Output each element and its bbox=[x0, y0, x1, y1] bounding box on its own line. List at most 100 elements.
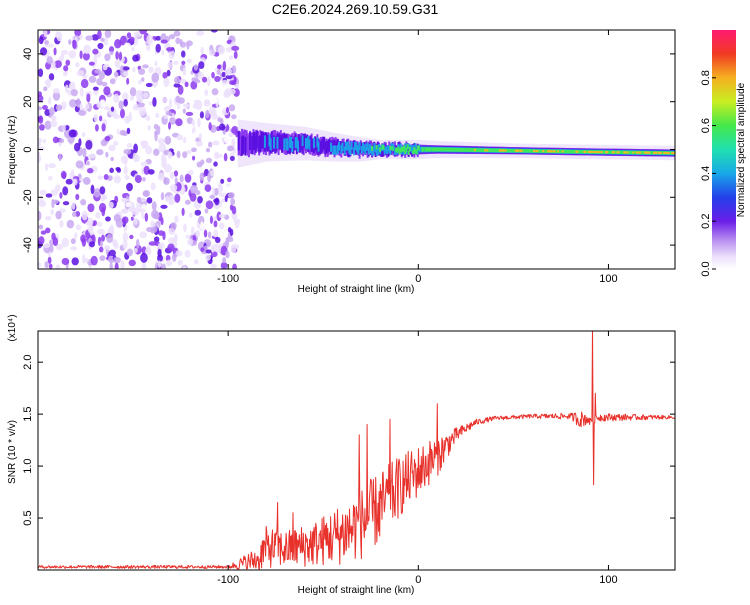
spectrogram-ridge-cell bbox=[628, 150, 631, 155]
spectrogram-noise-cell bbox=[62, 186, 69, 196]
spectrogram-ridge-cell bbox=[352, 140, 355, 151]
colorbar-axis: 0.0 0.2 0.4 0.6 0.8 bbox=[700, 70, 716, 277]
spectrogram-noise-cell bbox=[229, 80, 237, 86]
spectrogram-ridge-cell bbox=[346, 142, 349, 151]
spectrogram-ridge-cell bbox=[530, 149, 533, 153]
spectrogram-ridge-cell bbox=[600, 151, 603, 154]
spectrogram-noise-cell bbox=[168, 200, 173, 206]
spectrogram-ridge-cell bbox=[340, 144, 343, 154]
spectrogram-ridge-cell bbox=[403, 145, 406, 150]
x-tick-label: 0 bbox=[415, 574, 421, 586]
spectrogram-noise-cell bbox=[106, 233, 114, 243]
spectrogram-ridge-cell bbox=[366, 142, 369, 151]
spectrogram-noise-cell bbox=[161, 157, 167, 167]
spectrogram-noise-cell bbox=[128, 259, 136, 267]
spectrogram-ridge-cell bbox=[525, 149, 528, 153]
spectrogram-ridge-cell bbox=[408, 146, 411, 152]
spectrogram-heatmap bbox=[38, 30, 675, 269]
spectrogram-ridge-cell bbox=[555, 149, 558, 154]
spectrogram-noise-cell bbox=[92, 86, 99, 91]
spectrogram-noise-cell bbox=[131, 189, 136, 200]
spectrogram-noise-cell bbox=[38, 142, 42, 147]
spectrogram-ridge-cell bbox=[574, 150, 577, 154]
spectrogram-noise-cell bbox=[223, 152, 228, 162]
spectrogram-noise-cell bbox=[43, 86, 48, 92]
spectrogram-ridge-cell bbox=[489, 148, 492, 153]
spectrogram-noise-cell bbox=[68, 39, 72, 45]
spectrogram-ridge-cell bbox=[533, 150, 536, 153]
spectrogram-noise-cell bbox=[129, 36, 135, 43]
spectrogram-ridge-cell bbox=[336, 145, 339, 154]
spectrogram-ridge-cell bbox=[659, 151, 662, 154]
spectrogram-noise-cell bbox=[189, 184, 198, 194]
spectrogram-ridge-cell bbox=[591, 150, 594, 154]
spectrogram-noise-cell bbox=[198, 61, 205, 69]
spectrogram-ridge-cell bbox=[664, 151, 667, 154]
spectrogram-noise-cell bbox=[220, 261, 228, 269]
spectrogram-ridge-cell bbox=[292, 139, 295, 154]
spectrogram-ridge-cell bbox=[273, 136, 276, 149]
spectrogram-noise-cell bbox=[184, 199, 191, 205]
spectrogram-noise-cell bbox=[195, 229, 200, 238]
x-tick-label: 100 bbox=[599, 574, 617, 586]
spectrogram-ridge-cell bbox=[519, 149, 522, 152]
spectrogram-ridge-cell bbox=[415, 149, 418, 155]
spectrogram-ridge-cell bbox=[404, 143, 407, 150]
spectrogram-noise-cell bbox=[192, 103, 199, 109]
spectrogram-ridge-cell bbox=[416, 145, 419, 150]
spectrogram-ridge-cell bbox=[456, 147, 459, 152]
spectrogram-ridge-cell bbox=[590, 150, 593, 153]
spectrogram-ridge-cell bbox=[672, 152, 675, 155]
spectrogram-noise-cell bbox=[60, 119, 69, 127]
spectrogram-noise-cell bbox=[107, 175, 113, 181]
spectrogram-noise-cell bbox=[92, 48, 99, 55]
spectrogram-noise-cell bbox=[153, 236, 160, 243]
spectrogram-noise-cell bbox=[142, 92, 149, 99]
spectrogram-noise-cell bbox=[59, 192, 63, 199]
y-tick-label: -20 bbox=[22, 189, 34, 205]
spectrogram-noise-cell bbox=[85, 103, 90, 110]
spectrogram-ridge-cell bbox=[376, 142, 379, 151]
x-tick-label: 100 bbox=[599, 273, 617, 285]
spectrogram-ridge-cell bbox=[543, 149, 546, 153]
spectrogram-ridge-cell bbox=[333, 145, 336, 155]
spectrogram-noise-cell bbox=[222, 257, 227, 264]
spectrogram-noise-cell bbox=[225, 239, 230, 248]
spectrogram-noise-cell bbox=[217, 45, 226, 55]
spectrogram-ridge-cell bbox=[276, 136, 279, 149]
spectrogram-ridge-cell bbox=[517, 149, 520, 152]
spectrogram-ridge-cell bbox=[395, 147, 398, 152]
spectrogram-noise-cell bbox=[63, 65, 69, 72]
spectrogram-ridge-cell bbox=[377, 144, 380, 151]
spectrogram-ridge-cell bbox=[370, 140, 373, 152]
spectrogram-ridge-cell bbox=[625, 150, 628, 155]
spectrogram-noise-cell bbox=[197, 117, 201, 128]
spectrogram-ridge-cell bbox=[299, 138, 302, 153]
spectrogram-noise-cell bbox=[48, 96, 52, 105]
spectrogram-ridge-cell bbox=[309, 135, 312, 149]
spectrogram-noise-cell bbox=[76, 98, 81, 108]
spectrogram-noise-cell bbox=[75, 193, 80, 201]
spectrogram-ridge-cell bbox=[492, 148, 495, 153]
spectrogram-noise-cell bbox=[59, 220, 64, 228]
spectrogram-noise-cell bbox=[168, 49, 175, 60]
spectrogram-noise-cell bbox=[97, 42, 104, 50]
spectrogram-ridge-cell bbox=[336, 138, 339, 151]
spectrogram-noise-cell bbox=[125, 202, 131, 208]
spectrogram-noise-cell bbox=[98, 246, 104, 253]
spectrogram-ridge-cell bbox=[287, 139, 290, 154]
spectrogram-ridge-cell bbox=[516, 149, 519, 152]
spectrogram-noise-cell bbox=[42, 138, 46, 144]
spectrogram-ridge-cell bbox=[484, 149, 487, 152]
spectrogram-noise-cell bbox=[138, 208, 146, 213]
spectrogram-noise-cell bbox=[44, 40, 50, 45]
spectrogram-noise-cell bbox=[61, 237, 69, 248]
spectrogram-ridge-cell bbox=[317, 141, 320, 152]
spectrogram-noise-cell bbox=[226, 47, 233, 53]
spectrogram-noise-cell bbox=[108, 249, 116, 257]
spectrogram-ridge-cell bbox=[330, 142, 333, 152]
spectrogram-noise-cell bbox=[205, 147, 211, 153]
spectrogram-ridge-cell bbox=[633, 150, 636, 155]
spectrogram-ridge-cell bbox=[440, 147, 443, 152]
